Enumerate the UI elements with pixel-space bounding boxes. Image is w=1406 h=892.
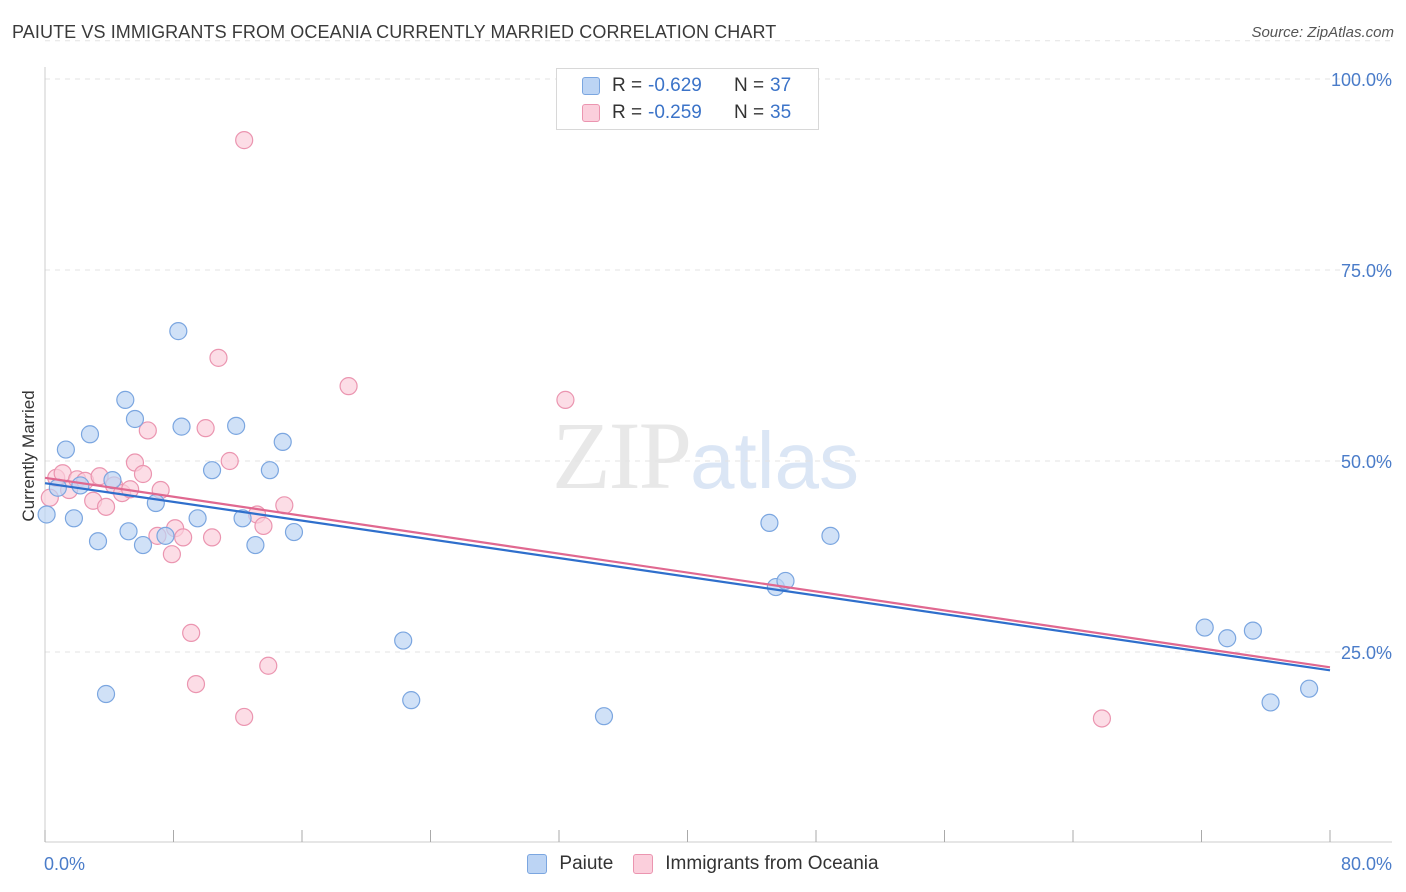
oceania-legend-swatch	[633, 854, 654, 874]
oceania-point	[196, 419, 215, 438]
stats-row-paiute: R = -0.629 N = 37	[582, 75, 791, 97]
oceania-point	[1092, 709, 1112, 728]
paiute-point	[394, 631, 413, 650]
trend-layer	[44, 476, 1331, 672]
y-tick-label: 50.0%	[1341, 452, 1392, 472]
paiute-point	[284, 522, 304, 542]
oceania-point	[235, 707, 254, 727]
oceania-point	[174, 528, 193, 547]
oceania-point	[186, 674, 206, 694]
legend-item-paiute[interactable]: Paiute	[527, 853, 613, 875]
paiute-point	[133, 535, 153, 555]
oceania-point	[220, 451, 239, 471]
paiute-point	[116, 390, 135, 409]
paiute-point	[260, 461, 279, 480]
x-tick-label: 80.0%	[1341, 854, 1392, 874]
paiute-point	[594, 707, 614, 726]
y-tick-label: 75.0%	[1341, 261, 1392, 281]
y-axis-label: Currently Married	[19, 390, 38, 521]
label-layer: 25.0% 50.0% 75.0% 100.0% 0.0% 80.0% Currently …	[19, 70, 1392, 874]
paiute-point	[273, 432, 292, 451]
oceania-swatch	[582, 104, 600, 122]
r-value: -0.259	[648, 102, 702, 123]
oceania-point	[209, 348, 228, 367]
paiute-trend-line	[44, 482, 1331, 672]
paiute-point	[56, 440, 75, 459]
oceania-point	[138, 421, 157, 440]
paiute-point	[227, 416, 246, 435]
oceania-point	[259, 656, 278, 675]
paiute-point	[402, 691, 421, 710]
paiute-point	[48, 478, 67, 497]
oceania-point	[182, 623, 201, 643]
source-label: Source: ZipAtlas.com	[1251, 24, 1394, 41]
r-value: -0.629	[648, 75, 702, 96]
n-value: 35	[770, 102, 792, 123]
legend-label-paiute: Paiute	[559, 853, 614, 874]
n-label: N =	[734, 75, 765, 96]
paiute-legend-swatch	[527, 854, 548, 874]
r-label: R =	[612, 75, 643, 96]
y-tick-label: 25.0%	[1341, 643, 1392, 663]
oceania-point	[133, 464, 153, 484]
paiute-point	[1261, 693, 1280, 712]
paiute-point	[1218, 629, 1237, 648]
paiute-point	[96, 684, 116, 704]
paiute-point	[233, 509, 252, 528]
paiute-point	[37, 505, 56, 524]
oceania-point	[254, 516, 273, 536]
zipatlas-watermark: ZIPatlas	[552, 400, 859, 511]
watermark-zip: ZIP	[552, 402, 692, 509]
oceania-point	[556, 390, 575, 409]
paiute-point	[172, 417, 191, 436]
paiute-point	[125, 409, 145, 429]
n-value: 37	[770, 75, 792, 96]
paiute-point	[760, 513, 779, 532]
y-tick-label: 100.0%	[1331, 70, 1392, 90]
paiute-point	[202, 461, 222, 480]
legend-item-oceania[interactable]: Immigrants from Oceania	[633, 853, 879, 875]
r-label: R =	[612, 102, 643, 123]
oceania-point	[96, 497, 116, 516]
paiute-point	[821, 526, 840, 545]
paiute-point	[88, 532, 108, 551]
paiute-swatch	[582, 77, 600, 95]
series-legend: Paiute Immigrants from Oceania	[0, 852, 1406, 876]
paiute-point	[119, 522, 138, 541]
paiute-point	[246, 535, 265, 555]
paiute-point	[1195, 618, 1214, 637]
paiute-point	[146, 493, 165, 513]
oceania-point	[202, 528, 222, 547]
paiute-point	[64, 509, 84, 528]
oceania-point	[339, 377, 358, 396]
oceania-trend-line	[44, 476, 1331, 669]
chart-title: PAIUTE VS IMMIGRANTS FROM OCEANIA CURREN…	[12, 22, 777, 42]
paiute-point	[156, 526, 175, 545]
stats-legend: R = -0.629 N = 37 R = -0.259 N = 35	[556, 68, 819, 130]
legend-label-oceania: Immigrants from Oceania	[665, 853, 879, 874]
paiute-point	[71, 476, 90, 495]
axis-layer	[44, 67, 1392, 843]
paiute-point	[776, 571, 795, 591]
stats-row-oceania: R = -0.259 N = 35	[582, 102, 791, 124]
paiute-point	[169, 322, 188, 341]
oceania-point	[235, 131, 254, 150]
x-tick-label: 0.0%	[44, 854, 85, 874]
paiute-point	[188, 509, 207, 528]
paiute-point	[80, 425, 100, 444]
n-label: N =	[734, 102, 765, 123]
paiute-point	[1243, 621, 1263, 640]
paiute-point	[1300, 679, 1319, 698]
oceania-point	[162, 545, 181, 564]
